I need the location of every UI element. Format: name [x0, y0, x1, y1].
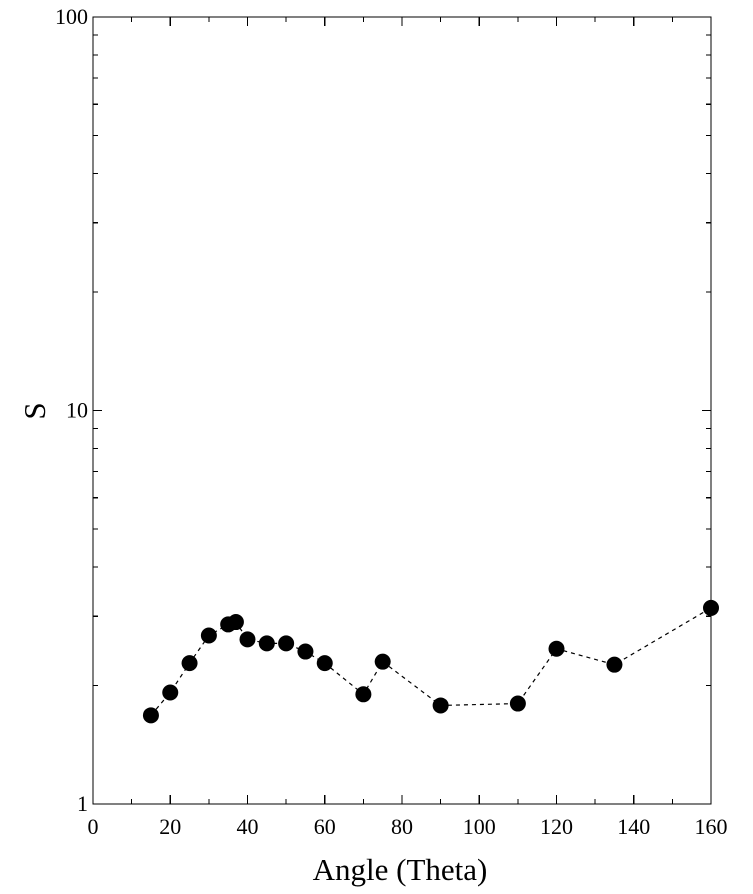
tick-marks-layer	[92, 16, 712, 805]
data-point	[142, 707, 159, 724]
data-point	[374, 653, 391, 670]
x-tick-label: 0	[88, 814, 99, 839]
tick-labels-layer: 0 20 40 60 80 100 120 140 160 1 10 100	[55, 4, 728, 839]
data-point	[703, 599, 719, 616]
x-tick-label: 160	[695, 814, 728, 839]
data-point	[239, 631, 256, 648]
y-tick-label: 10	[66, 398, 88, 423]
plot-frame-layer	[92, 16, 712, 805]
x-tick-label: 120	[540, 814, 573, 839]
data-point	[509, 695, 526, 712]
x-axis-title: Angle (Theta)	[313, 852, 488, 887]
y-tick-label: 100	[55, 4, 88, 29]
data-point	[355, 686, 372, 703]
x-tick-label: 100	[463, 814, 496, 839]
y-tick-label: 1	[77, 791, 88, 816]
plot-frame	[92, 16, 712, 805]
x-tick-label: 60	[314, 814, 336, 839]
data-point	[200, 627, 217, 644]
y-axis-title: S	[17, 402, 52, 419]
x-tick-label: 40	[237, 814, 259, 839]
x-tick-label: 80	[391, 814, 413, 839]
data-point	[297, 643, 314, 660]
data-point	[162, 684, 179, 701]
data-point	[548, 640, 565, 657]
series-layer	[142, 599, 719, 724]
x-tick-label: 140	[617, 814, 650, 839]
series-dashed-line	[150, 607, 712, 716]
data-point	[278, 635, 295, 652]
data-point	[227, 614, 244, 631]
data-point	[181, 655, 198, 672]
data-point	[258, 635, 275, 652]
data-point	[432, 697, 449, 714]
data-point	[316, 655, 333, 672]
data-point	[606, 656, 623, 673]
x-tick-label: 20	[159, 814, 181, 839]
